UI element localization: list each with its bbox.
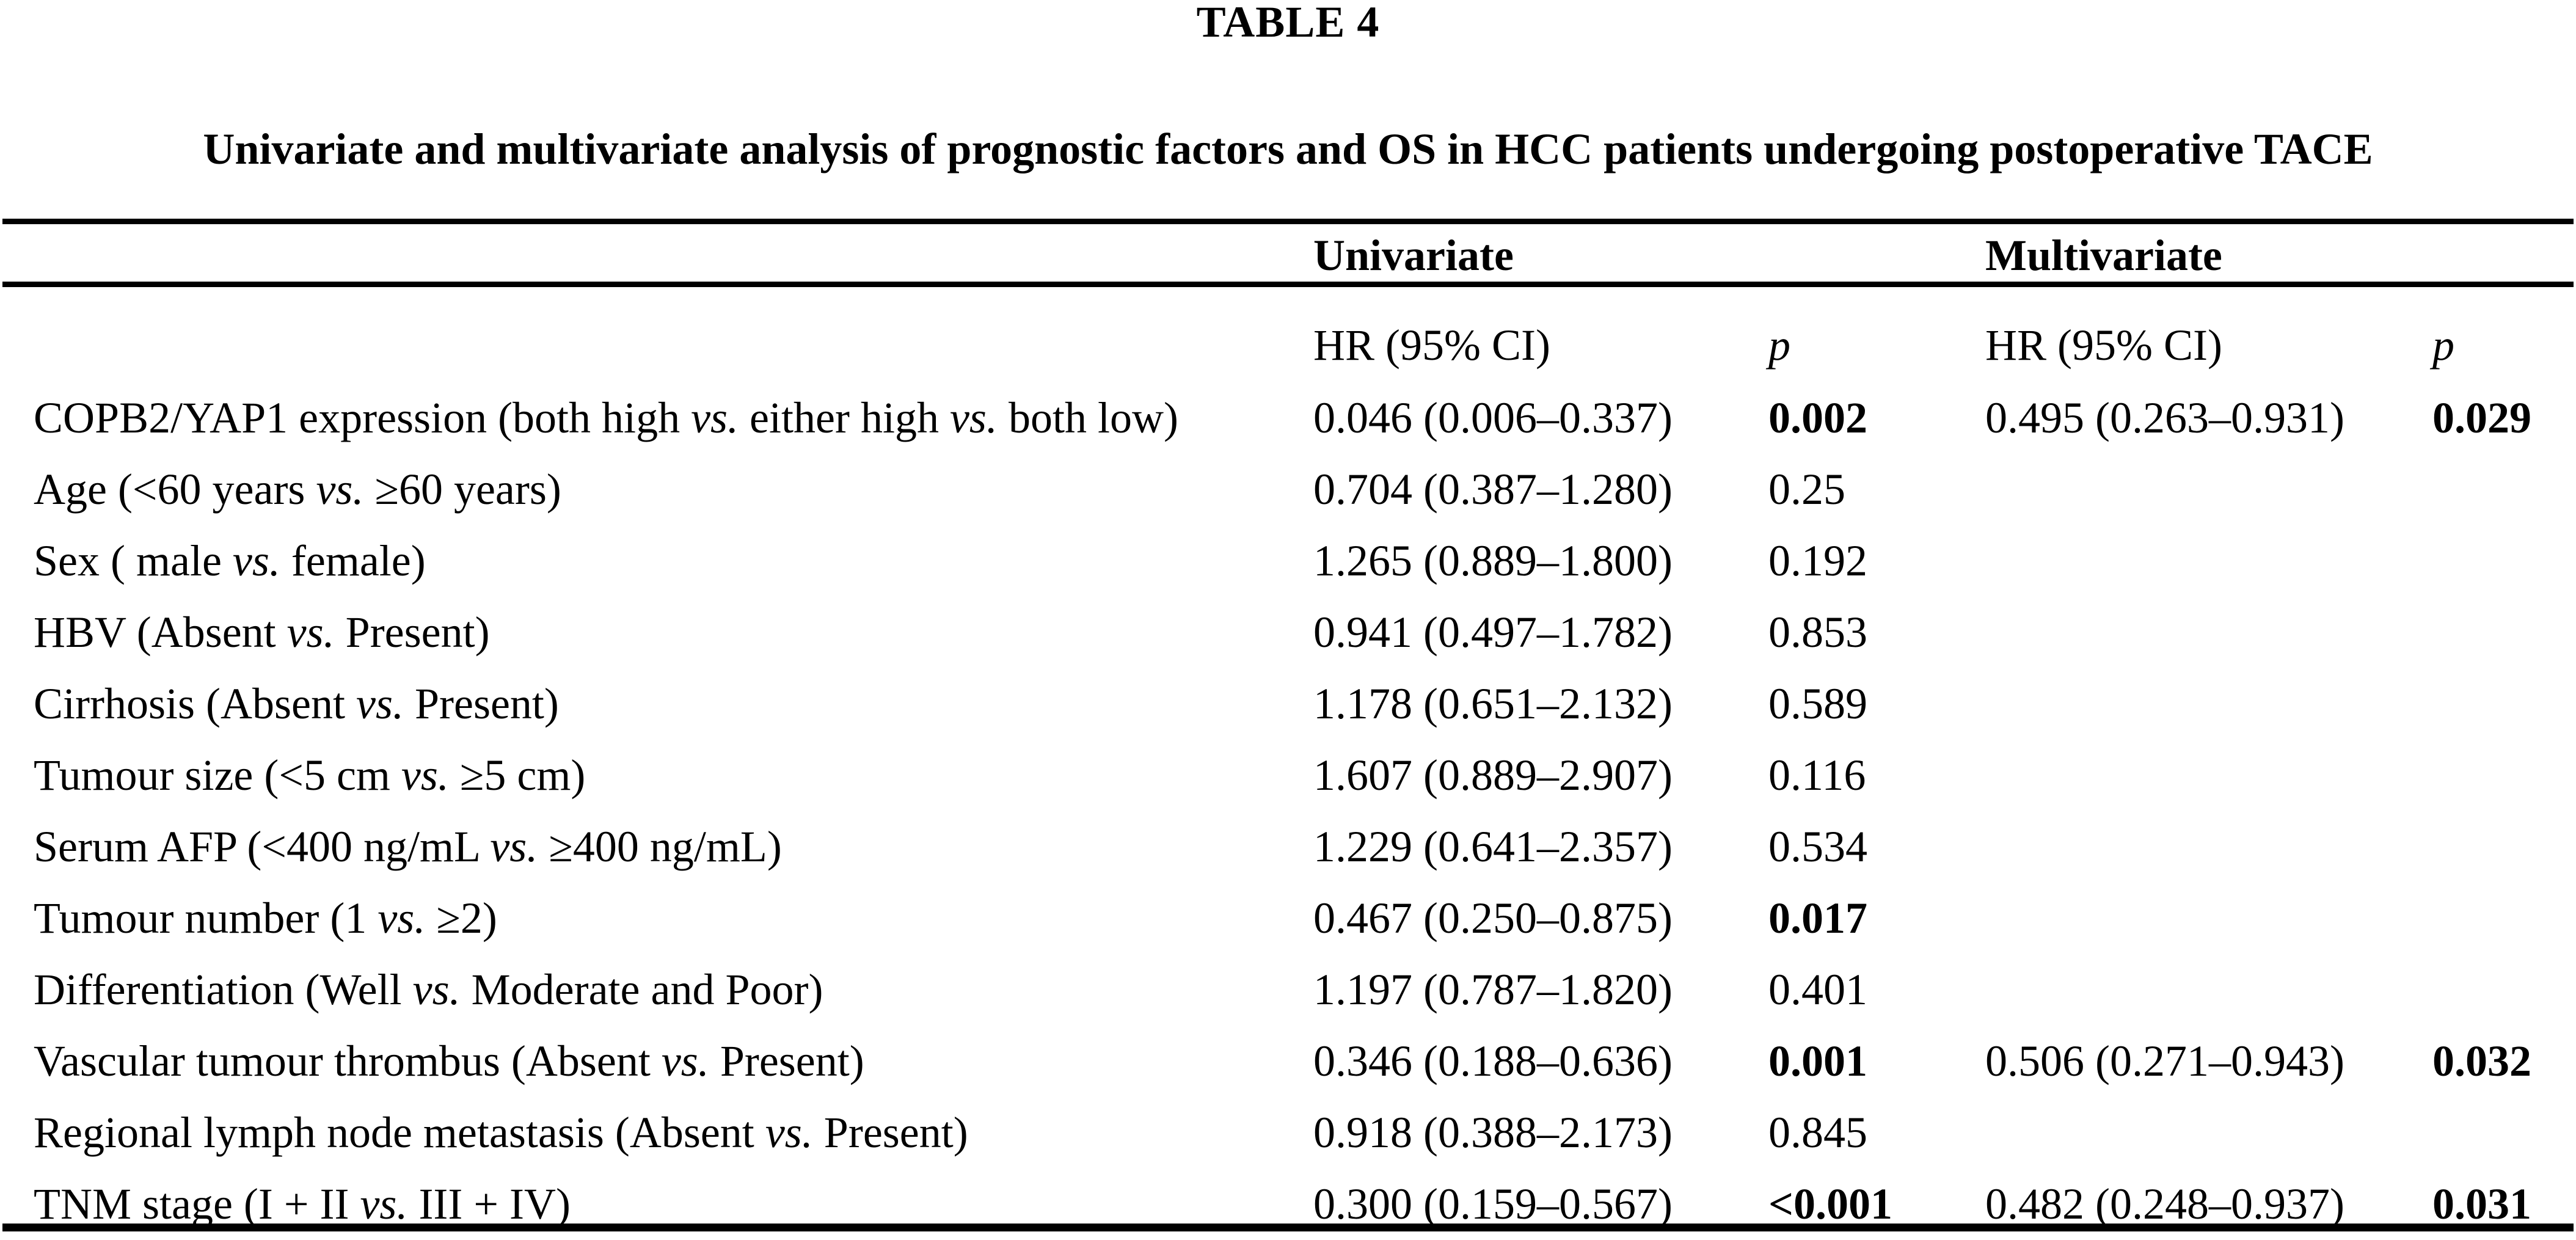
univariate-hr-ci-cell: 1.178 (0.651–2.132) (1313, 679, 1673, 728)
multivariate-p-cell: 0.029 (2432, 393, 2531, 442)
factor-cell: TNM stage (I + II vs. III + IV) (34, 1180, 571, 1228)
multivariate-p-cell: 0.032 (2432, 1037, 2531, 1085)
table-row: Cirrhosis (Absent vs. Present) 1.178 (0.6… (0, 668, 2576, 740)
table-row: HBV (Absent vs. Present) 0.941 (0.497–1.7… (0, 597, 2576, 668)
table-row: Sex ( male vs. female) 1.265 (0.889–1.800… (0, 525, 2576, 597)
multivariate-hr-ci-cell: 0.506 (0.271–0.943) (1985, 1037, 2344, 1085)
univariate-hr-ci-cell: 0.346 (0.188–0.636) (1313, 1037, 1673, 1085)
table-row: Tumour size (<5 cm vs. ≥5 cm) 1.607 (0.88… (0, 740, 2576, 811)
univariate-hr-ci-cell: 0.046 (0.006–0.337) (1313, 393, 1673, 442)
univariate-p-cell: 0.192 (1768, 536, 1867, 585)
table-caption: Univariate and multivariate analysis of … (203, 125, 2373, 173)
table-number-title: TABLE 4 (1196, 0, 1380, 46)
table-row: COPB2/YAP1 expression (both high vs. eit… (0, 382, 2576, 454)
table-row: Tumour number (1 vs. ≥2) 0.467 (0.250–0.8… (0, 883, 2576, 954)
univariate-p-cell: 0.534 (1768, 822, 1867, 871)
univariate-group-header: Univariate (1313, 231, 1514, 280)
univariate-p-cell: 0.002 (1768, 393, 1867, 442)
table-row: Age (<60 years vs. ≥60 years) 0.704 (0.38… (0, 454, 2576, 525)
top-rule (2, 219, 2574, 224)
sub-header-row: HR (95% CI) p HR (95% CI) p (0, 316, 2576, 374)
univariate-hr-ci-cell: 0.300 (0.159–0.567) (1313, 1180, 1673, 1228)
factor-cell: Cirrhosis (Absent vs. Present) (34, 679, 559, 728)
univariate-p-cell: <0.001 (1768, 1180, 1893, 1228)
multivariate-p-cell: 0.031 (2432, 1180, 2531, 1228)
multivariate-hr-ci-cell: 0.495 (0.263–0.931) (1985, 393, 2344, 442)
table-row: Serum AFP (<400 ng/mL vs. ≥400 ng/mL) 1.2… (0, 811, 2576, 883)
univariate-p-cell: 0.25 (1768, 465, 1845, 514)
univariate-p-cell: 0.017 (1768, 894, 1867, 943)
multivariate-p-header: p (2432, 321, 2454, 370)
table-row: Vascular tumour thrombus (Absent vs. Pre… (0, 1026, 2576, 1097)
univariate-p-header: p (1768, 321, 1790, 370)
univariate-p-cell: 0.589 (1768, 679, 1867, 728)
univariate-hr-ci-cell: 1.265 (0.889–1.800) (1313, 536, 1673, 585)
factor-cell: Serum AFP (<400 ng/mL vs. ≥400 ng/mL) (34, 822, 782, 871)
univariate-p-cell: 0.001 (1768, 1037, 1867, 1085)
univariate-hr-ci-cell: 0.704 (0.387–1.280) (1313, 465, 1673, 514)
univariate-p-cell: 0.853 (1768, 608, 1867, 657)
univariate-hr-ci-cell: 1.197 (0.787–1.820) (1313, 965, 1673, 1014)
multivariate-group-header: Multivariate (1985, 231, 2222, 280)
univariate-hr-ci-header: HR (95% CI) (1313, 321, 1550, 370)
bottom-rule (2, 1224, 2574, 1231)
factor-cell: Regional lymph node metastasis (Absent v… (34, 1108, 968, 1157)
table-row: TNM stage (I + II vs. III + IV) 0.300 (0.… (0, 1169, 2576, 1240)
header-divider-rule (2, 282, 2574, 287)
table-body: COPB2/YAP1 expression (both high vs. eit… (0, 382, 2576, 1240)
factor-cell: Age (<60 years vs. ≥60 years) (34, 465, 561, 514)
factor-cell: Sex ( male vs. female) (34, 536, 426, 585)
univariate-hr-ci-cell: 1.607 (0.889–2.907) (1313, 751, 1673, 800)
group-header-row: Univariate Multivariate (0, 228, 2576, 282)
univariate-p-cell: 0.845 (1768, 1108, 1867, 1157)
univariate-hr-ci-cell: 0.918 (0.388–2.173) (1313, 1108, 1673, 1157)
univariate-hr-ci-cell: 0.467 (0.250–0.875) (1313, 894, 1673, 943)
factor-cell: Vascular tumour thrombus (Absent vs. Pre… (34, 1037, 864, 1085)
multivariate-hr-ci-cell: 0.482 (0.248–0.937) (1985, 1180, 2344, 1228)
factor-cell: HBV (Absent vs. Present) (34, 608, 490, 657)
univariate-hr-ci-cell: 1.229 (0.641–2.357) (1313, 822, 1673, 871)
factor-cell: Differentiation (Well vs. Moderate and P… (34, 965, 823, 1014)
factor-cell: Tumour size (<5 cm vs. ≥5 cm) (34, 751, 586, 800)
univariate-p-cell: 0.401 (1768, 965, 1867, 1014)
univariate-p-cell: 0.116 (1768, 751, 1866, 800)
table-row: Regional lymph node metastasis (Absent v… (0, 1097, 2576, 1169)
univariate-hr-ci-cell: 0.941 (0.497–1.782) (1313, 608, 1673, 657)
factor-cell: Tumour number (1 vs. ≥2) (34, 894, 497, 943)
multivariate-hr-ci-header: HR (95% CI) (1985, 321, 2222, 370)
factor-cell: COPB2/YAP1 expression (both high vs. eit… (34, 393, 1178, 442)
table-row: Differentiation (Well vs. Moderate and P… (0, 954, 2576, 1026)
